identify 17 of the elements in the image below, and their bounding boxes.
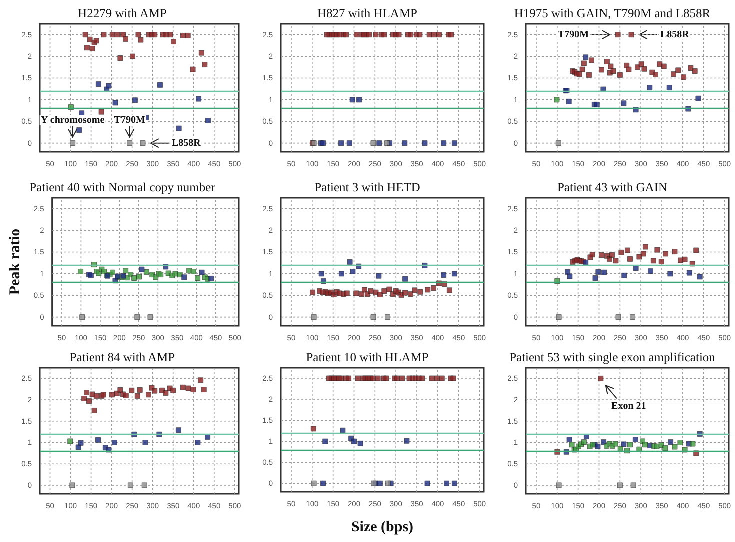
chart-title: Patient 10 with HLAMP bbox=[306, 350, 429, 364]
annotation: T790M bbox=[558, 29, 590, 40]
annotation: Y chromosome bbox=[41, 114, 106, 126]
chart-title: Patient 43 with GAIN bbox=[557, 180, 668, 194]
y-axis-title: Peak ratio bbox=[8, 228, 24, 296]
chart-title: H827 with HLAMP bbox=[317, 6, 418, 20]
chart-title: H2279 with AMP bbox=[78, 6, 167, 20]
chart-title: Patient 40 with Normal copy number bbox=[30, 180, 216, 194]
chart-title: Patient 3 with HETD bbox=[314, 180, 420, 194]
annotation: L858R bbox=[172, 138, 202, 149]
annotation: Exon 21 bbox=[612, 401, 646, 412]
annotation: T790M bbox=[114, 114, 146, 126]
x-axis-title: Size (bps) bbox=[351, 520, 414, 536]
annotation: L858R bbox=[660, 29, 690, 40]
chart-title: H1975 with GAIN, T790M and L858R bbox=[514, 6, 712, 20]
chart-title: Patient 53 with single exon amplification bbox=[510, 350, 716, 364]
chart-title: Patient 84 with AMP bbox=[70, 350, 176, 364]
